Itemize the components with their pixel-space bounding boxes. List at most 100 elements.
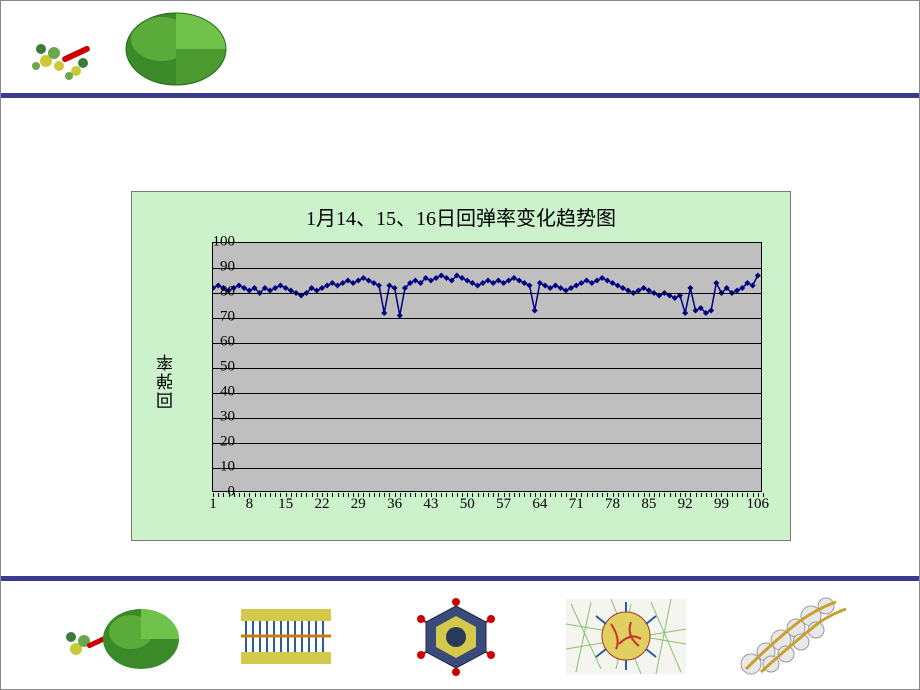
data-marker: [485, 278, 491, 284]
x-tick-label: 64: [532, 496, 547, 513]
data-marker: [501, 280, 507, 286]
x-minor-tick: [488, 493, 489, 497]
divider-top: [1, 93, 919, 98]
data-marker: [495, 278, 501, 284]
x-minor-tick: [312, 493, 313, 497]
x-tick-label: 85: [641, 496, 656, 513]
data-marker: [392, 285, 398, 291]
data-marker: [350, 280, 356, 286]
lipid-bilayer-icon: [221, 594, 351, 679]
grid-line: [213, 268, 761, 269]
x-minor-tick: [369, 493, 370, 497]
x-minor-tick: [597, 493, 598, 497]
x-minor-tick: [664, 493, 665, 497]
data-marker: [355, 278, 361, 284]
y-tick-label: 90: [195, 259, 235, 276]
x-tick-label: 57: [496, 496, 511, 513]
data-marker: [599, 275, 605, 281]
y-axis-label: 回弹率: [154, 352, 179, 409]
y-tick-label: 30: [195, 409, 235, 426]
x-minor-tick: [374, 493, 375, 497]
y-tick-label: 0: [195, 484, 235, 501]
data-marker: [568, 285, 574, 291]
data-marker: [335, 283, 341, 289]
data-marker: [340, 280, 346, 286]
data-marker: [283, 285, 289, 291]
y-tick-label: 60: [195, 334, 235, 351]
data-marker: [703, 310, 709, 316]
data-marker: [584, 278, 590, 284]
data-marker: [532, 308, 538, 314]
data-marker: [262, 285, 268, 291]
x-minor-tick: [275, 493, 276, 497]
data-marker: [578, 280, 584, 286]
x-minor-tick: [701, 493, 702, 497]
x-minor-tick: [659, 493, 660, 497]
x-minor-tick: [270, 493, 271, 497]
x-minor-tick: [675, 493, 676, 497]
data-marker: [573, 283, 579, 289]
data-marker: [693, 308, 699, 314]
header-illustration: [21, 11, 261, 86]
rebound-rate-chart: 1月14、15、16日回弹率变化趋势图 回弹率 1815222936435057…: [131, 191, 791, 541]
data-marker: [755, 273, 761, 279]
data-marker: [236, 283, 242, 289]
x-minor-tick: [524, 493, 525, 497]
x-tick-label: 92: [678, 496, 693, 513]
data-marker: [641, 285, 647, 291]
data-marker: [381, 310, 387, 316]
grid-line: [213, 343, 761, 344]
x-minor-tick: [530, 493, 531, 497]
x-minor-tick: [519, 493, 520, 497]
data-marker: [547, 285, 553, 291]
data-marker: [418, 280, 424, 286]
data-marker: [324, 283, 330, 289]
data-marker: [713, 280, 719, 286]
data-marker: [610, 280, 616, 286]
data-marker: [490, 280, 496, 286]
green-sphere-icon: [126, 13, 226, 85]
data-marker: [506, 278, 512, 284]
data-marker: [345, 278, 351, 284]
x-minor-tick: [587, 493, 588, 497]
data-marker: [589, 280, 595, 286]
x-minor-tick: [296, 493, 297, 497]
x-minor-tick: [561, 493, 562, 497]
data-marker: [449, 278, 455, 284]
y-tick-label: 70: [195, 309, 235, 326]
data-marker: [744, 280, 750, 286]
data-marker: [604, 278, 610, 284]
data-marker: [438, 273, 444, 279]
data-marker: [708, 308, 714, 314]
data-marker: [552, 283, 558, 289]
divider-bottom: [1, 576, 919, 581]
x-tick-label: 50: [460, 496, 475, 513]
x-minor-tick: [421, 493, 422, 497]
data-marker: [672, 295, 678, 301]
x-minor-tick: [732, 493, 733, 497]
x-minor-tick: [670, 493, 671, 497]
x-minor-tick: [566, 493, 567, 497]
data-marker: [739, 285, 745, 291]
data-marker: [511, 275, 517, 281]
x-tick-label: 29: [351, 496, 366, 513]
data-marker: [724, 285, 730, 291]
x-tick-label: 106: [747, 496, 770, 513]
x-minor-tick: [706, 493, 707, 497]
x-minor-tick: [483, 493, 484, 497]
grid-line: [213, 468, 761, 469]
x-tick-label: 22: [314, 496, 329, 513]
grid-line: [213, 418, 761, 419]
data-marker: [459, 275, 465, 281]
data-marker: [329, 280, 335, 286]
data-marker: [480, 280, 486, 286]
y-tick-label: 50: [195, 359, 235, 376]
data-marker: [682, 310, 688, 316]
x-minor-tick: [628, 493, 629, 497]
data-marker: [698, 305, 704, 311]
x-minor-tick: [410, 493, 411, 497]
grid-line: [213, 293, 761, 294]
data-marker: [469, 280, 475, 286]
x-minor-tick: [441, 493, 442, 497]
x-minor-tick: [415, 493, 416, 497]
